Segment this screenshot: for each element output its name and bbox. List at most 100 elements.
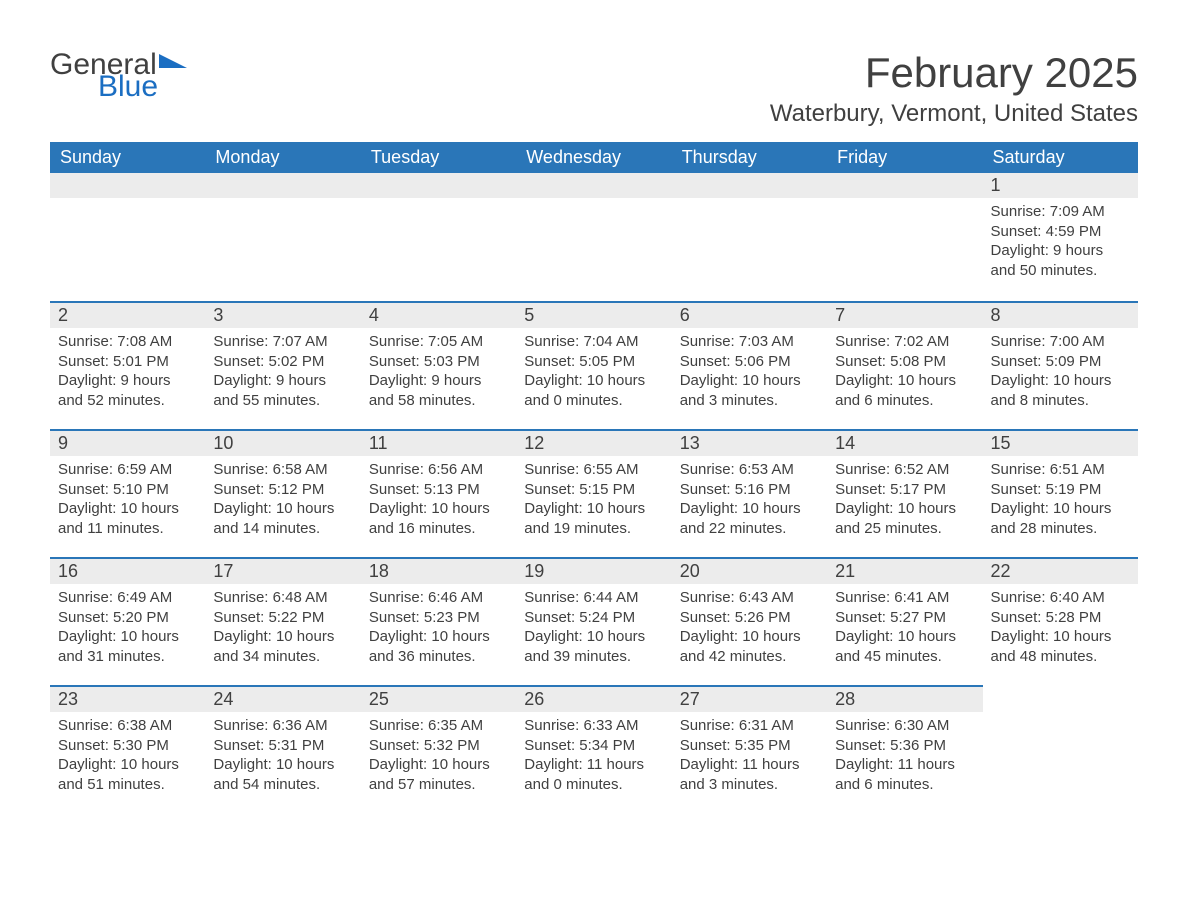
day-number: 17 — [205, 557, 360, 584]
daylight-line-1: Daylight: 11 hours — [835, 755, 974, 775]
day-details: Sunrise: 6:36 AMSunset: 5:31 PMDaylight:… — [205, 712, 360, 800]
daylight-line-1: Daylight: 10 hours — [524, 371, 663, 391]
sunset-line: Sunset: 5:35 PM — [680, 736, 819, 756]
daylight-line-2: and 50 minutes. — [991, 261, 1130, 281]
day-number: 27 — [672, 685, 827, 712]
sunset-line: Sunset: 5:08 PM — [835, 352, 974, 372]
calendar-cell: 19Sunrise: 6:44 AMSunset: 5:24 PMDayligh… — [516, 557, 671, 685]
day-number: 16 — [50, 557, 205, 584]
calendar-cell: 14Sunrise: 6:52 AMSunset: 5:17 PMDayligh… — [827, 429, 982, 557]
daylight-line-2: and 19 minutes. — [524, 519, 663, 539]
sunrise-line: Sunrise: 7:03 AM — [680, 332, 819, 352]
day-details: Sunrise: 6:38 AMSunset: 5:30 PMDaylight:… — [50, 712, 205, 800]
daylight-line-2: and 52 minutes. — [58, 391, 197, 411]
day-details: Sunrise: 6:56 AMSunset: 5:13 PMDaylight:… — [361, 456, 516, 544]
day-details: Sunrise: 6:30 AMSunset: 5:36 PMDaylight:… — [827, 712, 982, 800]
day-number: 14 — [827, 429, 982, 456]
day-number: 11 — [361, 429, 516, 456]
calendar-cell: 9Sunrise: 6:59 AMSunset: 5:10 PMDaylight… — [50, 429, 205, 557]
day-number: 9 — [50, 429, 205, 456]
day-details: Sunrise: 7:05 AMSunset: 5:03 PMDaylight:… — [361, 328, 516, 416]
day-number: 1 — [983, 173, 1138, 198]
sunset-line: Sunset: 5:17 PM — [835, 480, 974, 500]
day-number: 20 — [672, 557, 827, 584]
weekday-header: Thursday — [672, 142, 827, 173]
daylight-line-2: and 48 minutes. — [991, 647, 1130, 667]
calendar-row: 23Sunrise: 6:38 AMSunset: 5:30 PMDayligh… — [50, 685, 1138, 813]
sunrise-line: Sunrise: 6:51 AM — [991, 460, 1130, 480]
calendar-cell: 8Sunrise: 7:00 AMSunset: 5:09 PMDaylight… — [983, 301, 1138, 429]
daylight-line-2: and 0 minutes. — [524, 775, 663, 795]
sunset-line: Sunset: 4:59 PM — [991, 222, 1130, 242]
day-details: Sunrise: 6:43 AMSunset: 5:26 PMDaylight:… — [672, 584, 827, 672]
empty-day-bar — [205, 173, 360, 198]
sunrise-line: Sunrise: 6:40 AM — [991, 588, 1130, 608]
daylight-line-1: Daylight: 10 hours — [680, 371, 819, 391]
sunset-line: Sunset: 5:26 PM — [680, 608, 819, 628]
daylight-line-1: Daylight: 10 hours — [58, 755, 197, 775]
sunrise-line: Sunrise: 6:49 AM — [58, 588, 197, 608]
daylight-line-2: and 3 minutes. — [680, 775, 819, 795]
sunrise-line: Sunrise: 6:31 AM — [680, 716, 819, 736]
daylight-line-2: and 16 minutes. — [369, 519, 508, 539]
calendar-cell: 27Sunrise: 6:31 AMSunset: 5:35 PMDayligh… — [672, 685, 827, 813]
daylight-line-1: Daylight: 9 hours — [991, 241, 1130, 261]
empty-day-bar — [672, 173, 827, 198]
sunset-line: Sunset: 5:01 PM — [58, 352, 197, 372]
daylight-line-1: Daylight: 9 hours — [58, 371, 197, 391]
sunrise-line: Sunrise: 7:08 AM — [58, 332, 197, 352]
weekday-header: Wednesday — [516, 142, 671, 173]
sunset-line: Sunset: 5:34 PM — [524, 736, 663, 756]
sunrise-line: Sunrise: 6:52 AM — [835, 460, 974, 480]
sunrise-line: Sunrise: 6:43 AM — [680, 588, 819, 608]
empty-day-bar — [361, 173, 516, 198]
daylight-line-1: Daylight: 9 hours — [213, 371, 352, 391]
sunrise-line: Sunrise: 7:05 AM — [369, 332, 508, 352]
sunset-line: Sunset: 5:15 PM — [524, 480, 663, 500]
calendar-row: 16 Sunrise: 6:49 AMSunset: 5:20 PM Dayligh… — [50, 557, 1138, 685]
daylight-line-2: and 6 minutes. — [835, 391, 974, 411]
calendar-row: 2Sunrise: 7:08 AMSunset: 5:01 PMDaylight… — [50, 301, 1138, 429]
calendar-cell: 15Sunrise: 6:51 AMSunset: 5:19 PMDayligh… — [983, 429, 1138, 557]
sunset-line: Sunset: 5:27 PM — [835, 608, 974, 628]
day-number: 12 — [516, 429, 671, 456]
calendar-cell — [361, 173, 516, 301]
calendar-cell: 3Sunrise: 7:07 AMSunset: 5:02 PMDaylight… — [205, 301, 360, 429]
sunrise-line: Sunrise: 6:48 AM — [213, 588, 352, 608]
calendar-cell: 11Sunrise: 6:56 AMSunset: 5:13 PMDayligh… — [361, 429, 516, 557]
day-details: Sunrise: 6:31 AMSunset: 5:35 PMDaylight:… — [672, 712, 827, 800]
daylight-line-1: Daylight: 10 hours — [991, 627, 1130, 647]
calendar-cell — [983, 685, 1138, 813]
day-details: Sunrise: 6:35 AMSunset: 5:32 PMDaylight:… — [361, 712, 516, 800]
day-number: 15 — [983, 429, 1138, 456]
daylight-line-2: and 3 minutes. — [680, 391, 819, 411]
calendar-cell: 13Sunrise: 6:53 AMSunset: 5:16 PMDayligh… — [672, 429, 827, 557]
daylight-line-2: and 54 minutes. — [213, 775, 352, 795]
day-details: Sunrise: 6:41 AMSunset: 5:27 PMDaylight:… — [827, 584, 982, 672]
calendar-cell: 17Sunrise: 6:48 AMSunset: 5:22 PMDayligh… — [205, 557, 360, 685]
daylight-line-1: Daylight: 10 hours — [680, 499, 819, 519]
calendar-cell — [827, 173, 982, 301]
calendar-cell: 22Sunrise: 6:40 AMSunset: 5:28 PMDayligh… — [983, 557, 1138, 685]
day-details: Sunrise: 7:08 AMSunset: 5:01 PMDaylight:… — [50, 328, 205, 416]
daylight-line-2: and 11 minutes. — [58, 519, 197, 539]
calendar-row: 1Sunrise: 7:09 AMSunset: 4:59 PMDaylight… — [50, 173, 1138, 301]
sunrise-line: Sunrise: 6:46 AM — [369, 588, 508, 608]
sunset-line: Sunset: 5:09 PM — [991, 352, 1130, 372]
sunrise-line: Sunrise: 6:55 AM — [524, 460, 663, 480]
daylight-line-1: Daylight: 10 hours — [991, 371, 1130, 391]
daylight-line-1: Daylight: 10 hours — [991, 499, 1130, 519]
weekday-header: Tuesday — [361, 142, 516, 173]
daylight-line-2: and 25 minutes. — [835, 519, 974, 539]
calendar-cell: 6Sunrise: 7:03 AMSunset: 5:06 PMDaylight… — [672, 301, 827, 429]
daylight-line-2: and 45 minutes. — [835, 647, 974, 667]
daylight-line-1: Daylight: 10 hours — [524, 499, 663, 519]
calendar-cell: 4Sunrise: 7:05 AMSunset: 5:03 PMDaylight… — [361, 301, 516, 429]
day-details: Sunrise: 7:07 AMSunset: 5:02 PMDaylight:… — [205, 328, 360, 416]
sunrise-line: Sunrise: 7:02 AM — [835, 332, 974, 352]
day-number: 7 — [827, 301, 982, 328]
sunset-line: Sunset: 5:20 PM — [58, 608, 197, 628]
day-number: 22 — [983, 557, 1138, 584]
day-number: 10 — [205, 429, 360, 456]
daylight-line-1: Daylight: 10 hours — [369, 627, 508, 647]
